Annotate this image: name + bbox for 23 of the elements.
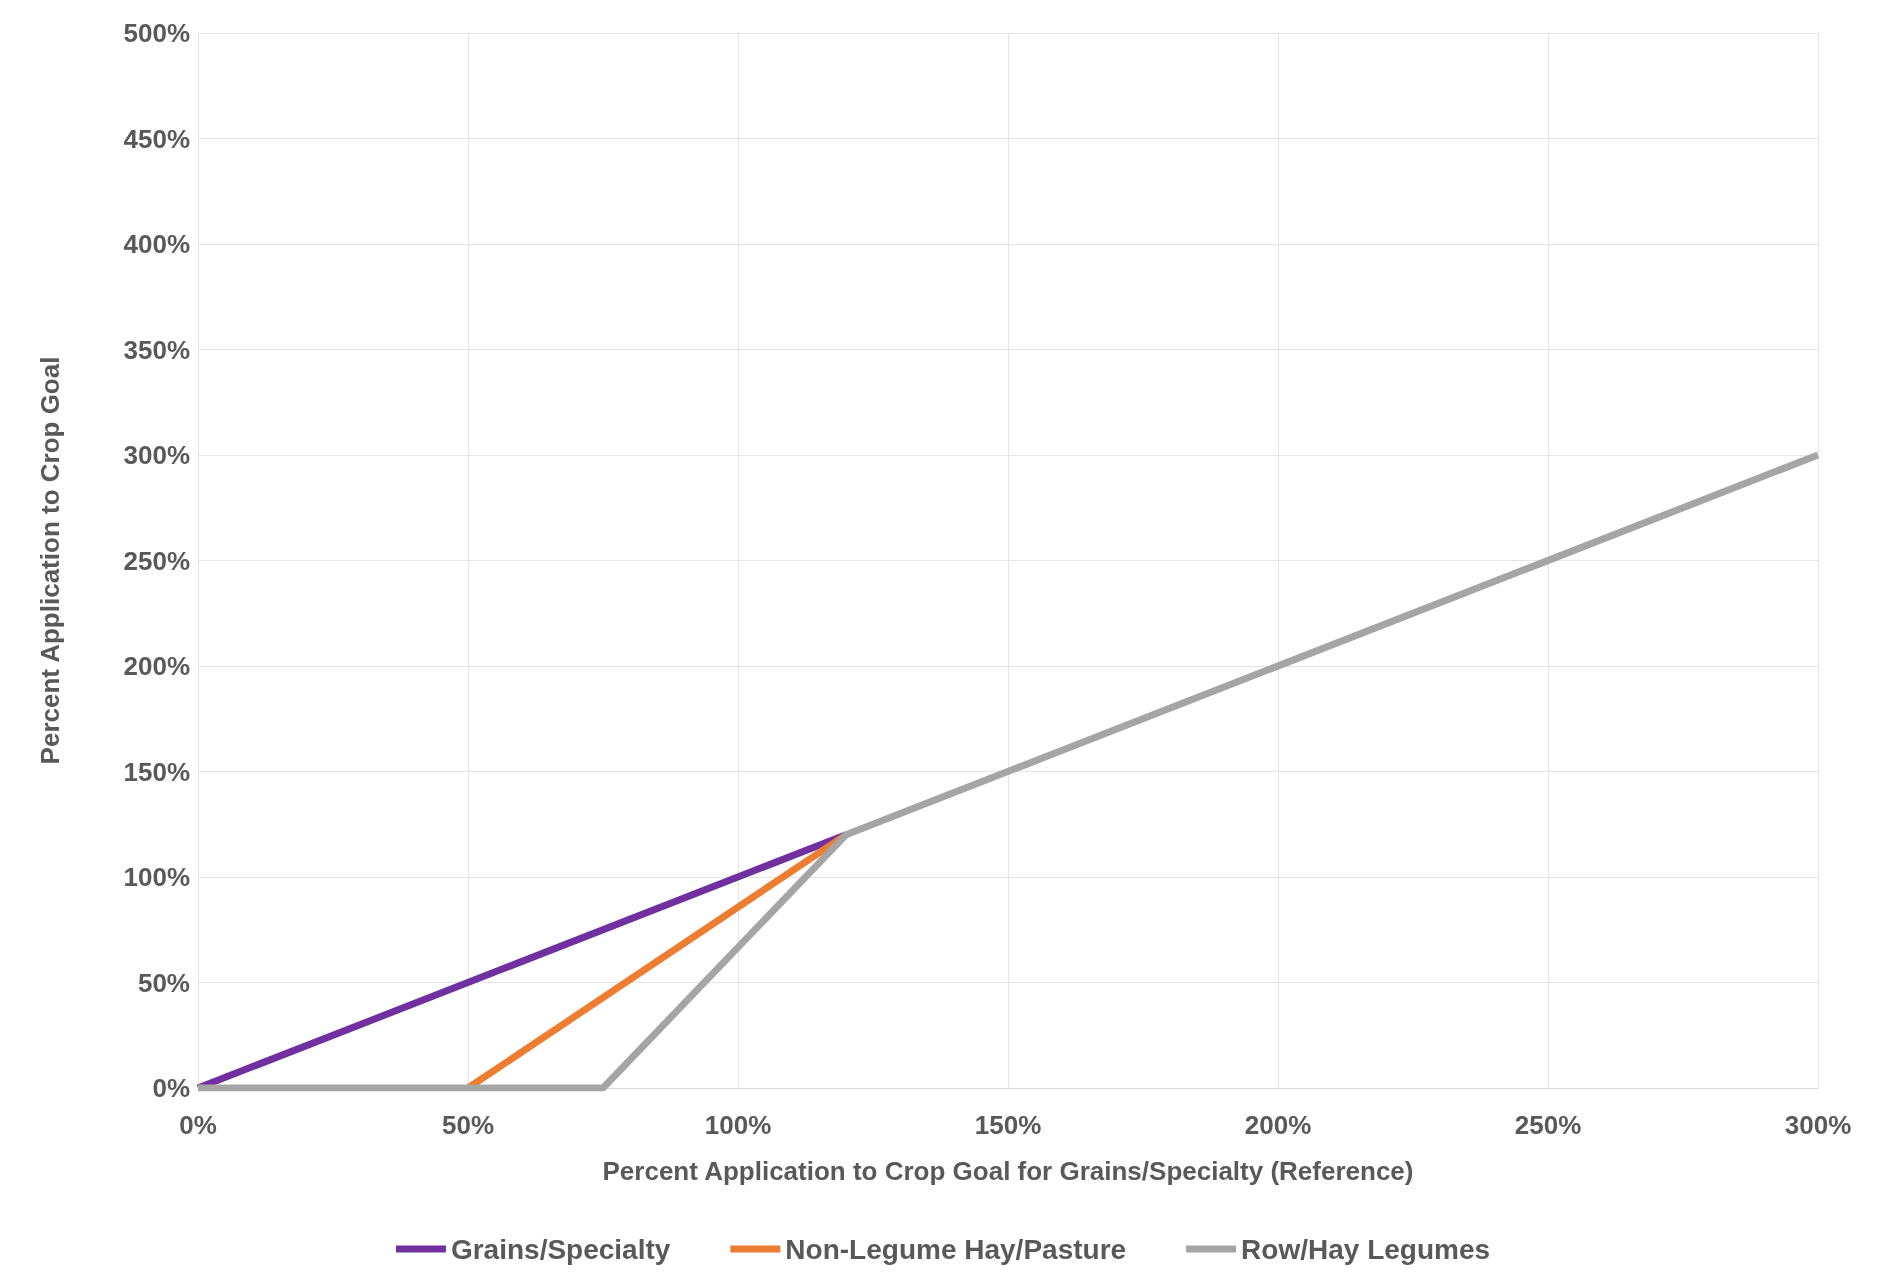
- x-axis-title: Percent Application to Crop Goal for Grains/Specialty (Reference): [602, 1156, 1414, 1186]
- y-tick-label: 0%: [152, 1073, 190, 1103]
- y-tick-label: 250%: [123, 545, 190, 576]
- x-tick-label: 100%: [704, 1110, 772, 1140]
- y-tick-label: 50%: [137, 967, 190, 998]
- x-tick-label: 250%: [1514, 1110, 1582, 1140]
- y-tick-label: 400%: [123, 229, 190, 259]
- y-tick-label: 300%: [123, 440, 190, 470]
- x-tick-label: 150%: [974, 1110, 1042, 1140]
- legend-label: Non-Legume Hay/Pasture: [785, 1233, 1127, 1265]
- x-tick-label: 50%: [441, 1110, 495, 1140]
- x-tick-label: 300%: [1784, 1110, 1852, 1140]
- y-tick-label: 200%: [123, 651, 190, 681]
- legend-label: Row/Hay Legumes: [1241, 1233, 1491, 1265]
- y-tick-label: 450%: [123, 123, 190, 154]
- y-axis-title: Percent Application to Crop Goal: [35, 356, 65, 765]
- y-tick-label: 100%: [123, 862, 190, 892]
- x-tick-label: 0%: [179, 1110, 217, 1140]
- y-tick-label: 350%: [123, 334, 190, 365]
- x-tick-label: 200%: [1244, 1110, 1312, 1140]
- y-tick-label: 500%: [123, 18, 190, 48]
- legend-label: Grains/Specialty: [450, 1233, 671, 1265]
- y-tick-label: 150%: [123, 756, 190, 787]
